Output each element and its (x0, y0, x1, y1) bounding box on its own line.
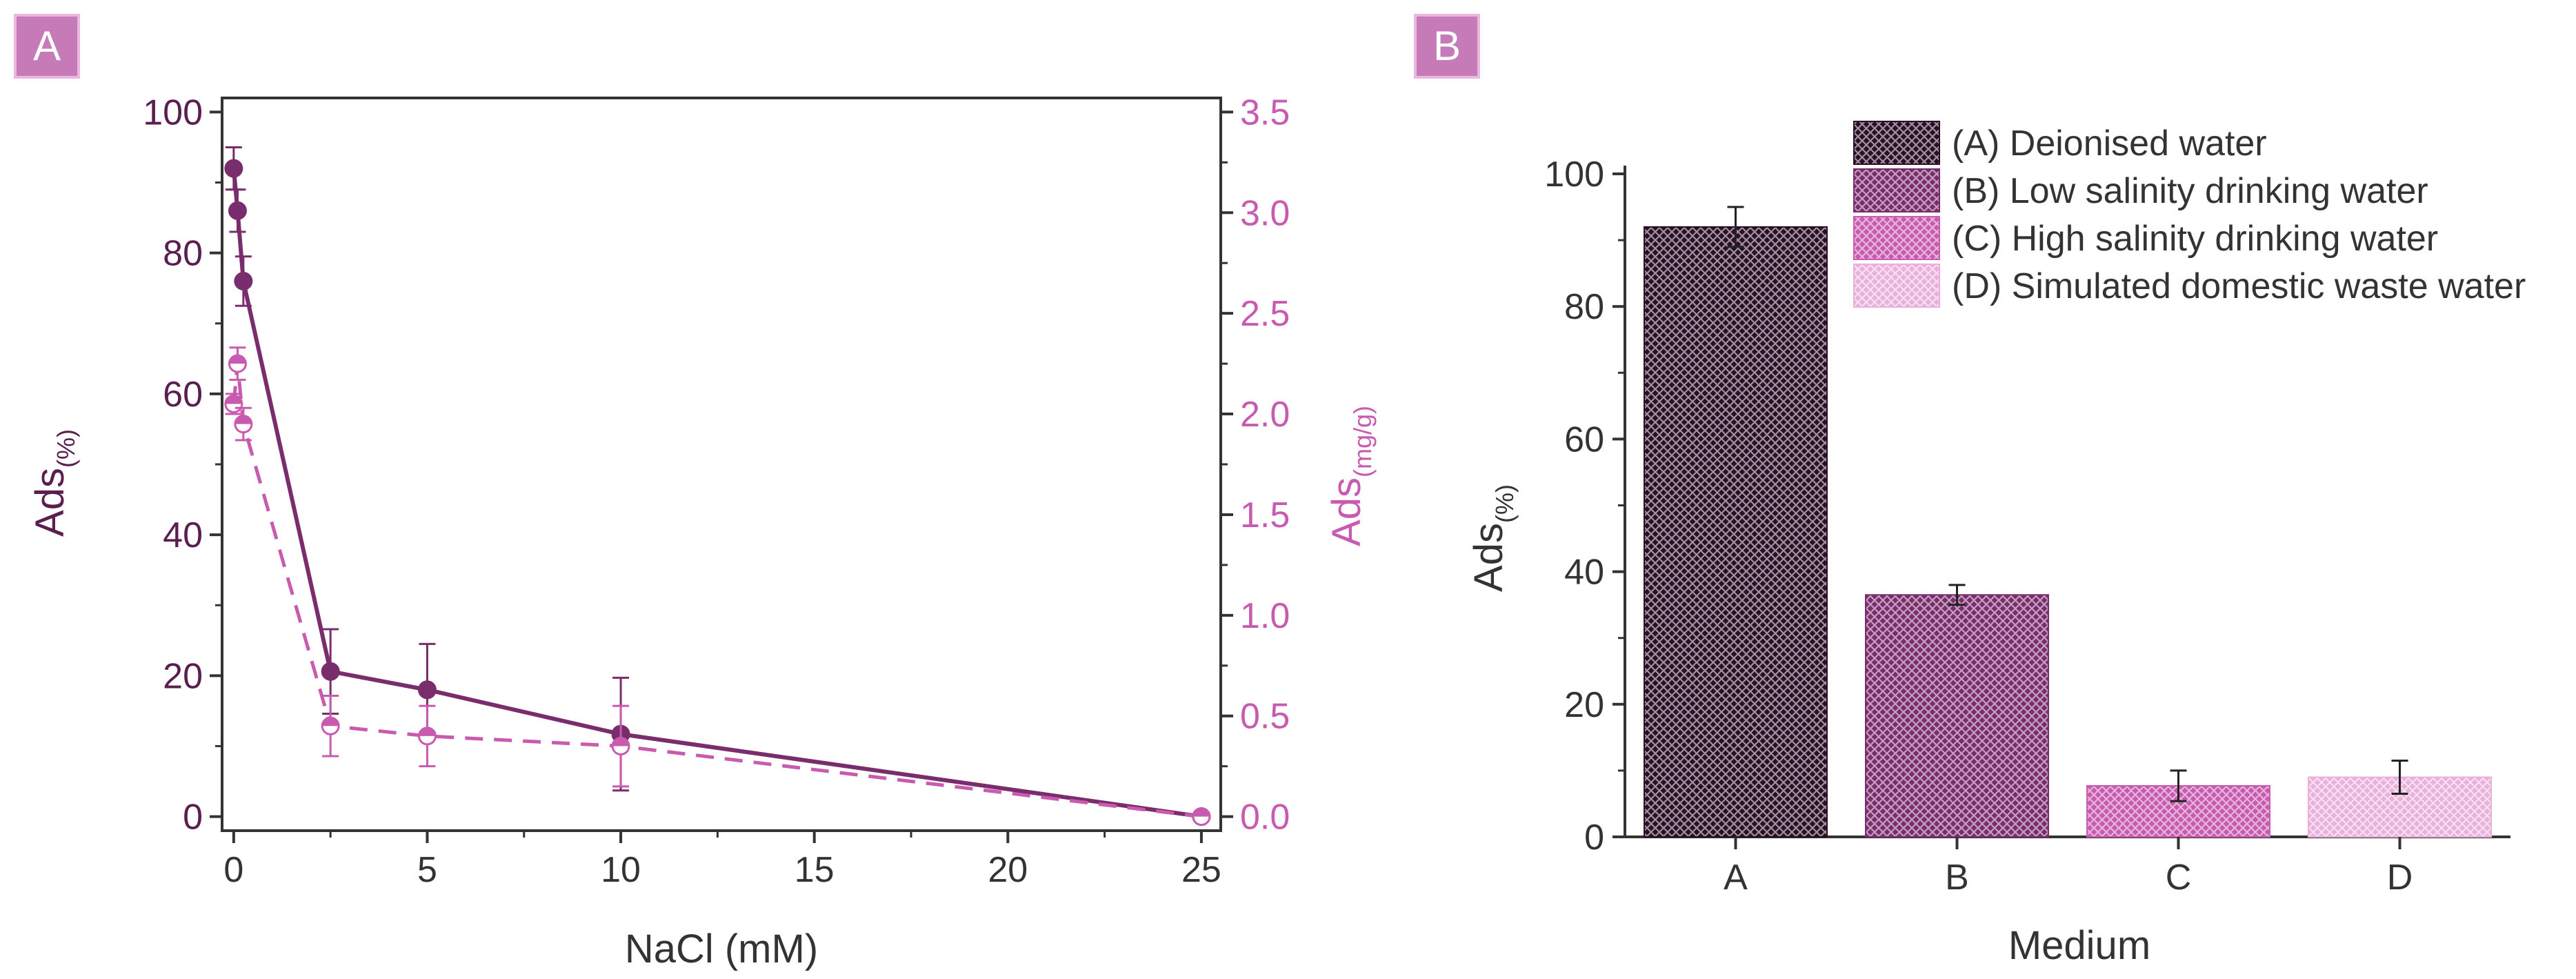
chart-a-x-tick-label: 20 (988, 850, 1028, 890)
chart-a-right-tick-label: 3.5 (1240, 92, 1290, 132)
chart-a-point-percent (224, 159, 243, 178)
chart-a-point-percent (417, 680, 437, 700)
chart-a-point-mgg (234, 415, 253, 434)
chart-a-left-tick-label: 60 (163, 375, 203, 415)
panel-b-label-box (1414, 14, 1480, 79)
chart-b-legend-swatch (1853, 121, 1940, 165)
chart-b-legend-swatch (1853, 264, 1940, 308)
chart-a-point-percent (234, 272, 253, 290)
panel-b-label: B (1433, 23, 1461, 69)
panel-a-label: A (33, 23, 61, 69)
chart-b-legend-label: (D) Simulated domestic waste water (1952, 266, 2526, 306)
chart-a-x-axis-label: NaCl (mM) (625, 927, 818, 971)
chart-a-right-tick-label: 1.0 (1240, 596, 1290, 636)
chart-a-x-tick-label: 10 (601, 850, 641, 890)
chart-a-point-mgg (224, 394, 243, 413)
chart-b-x-tick-label: D (2387, 858, 2413, 898)
chart-a-left-tick-label: 40 (163, 515, 203, 555)
chart-b-bar-A (1644, 226, 1828, 838)
chart-a-x-tick-label: 0 (223, 850, 243, 890)
chart-b-legend-label: (B) Low salinity drinking water (1952, 171, 2428, 211)
chart-a-right-tick-label: 3.0 (1240, 193, 1290, 233)
chart-a-point-mgg (321, 716, 340, 735)
chart-b-y-tick-label: 0 (1584, 818, 1604, 858)
chart-b: 0 20 40 60 80 100 A B C D (A) Deionised water (B)… (1466, 121, 2526, 968)
chart-b-x-tick-label: A (1724, 858, 1748, 898)
chart-b-y-tick-label: 60 (1564, 419, 1604, 459)
chart-a-frame (221, 97, 1222, 832)
chart-b-y-tick-label: 100 (1544, 155, 1604, 195)
chart-a-x-tick-label: 15 (795, 850, 835, 890)
chart-a-point-percent (228, 201, 247, 220)
chart-a-right-tick-label: 1.5 (1240, 495, 1290, 535)
chart-a-left-tick-label: 0 (183, 798, 203, 838)
chart-b-x-tick-label: C (2166, 858, 2192, 898)
chart-a-x-tick-label: 25 (1181, 850, 1221, 890)
chart-a-left-tick-label: 20 (163, 656, 203, 696)
chart-a-series-line-1 (231, 168, 1202, 819)
chart-a-right-tick-label: 2.0 (1240, 395, 1290, 435)
chart-a-right-tick-label: 2.5 (1240, 294, 1290, 334)
chart-a-right-tick-label: 0.5 (1240, 697, 1290, 737)
chart-b-y-tick-label: 80 (1564, 287, 1604, 327)
chart-b-y-tick-label: 20 (1564, 685, 1604, 725)
chart-a-point-percent (321, 662, 340, 681)
chart-a: 0 5 10 15 20 25 0 20 40 60 80 100 0.0 0.5 1.0 1.5 2.0 2… (28, 92, 1377, 971)
chart-b-legend-label: (C) High salinity drinking water (1952, 219, 2438, 259)
chart-a-point-mgg (417, 726, 437, 746)
chart-b-legend-label: (A) Deionised water (1952, 123, 2267, 164)
chart-a-point-mgg (228, 354, 247, 373)
chart-b-y-tick-label: 40 (1564, 553, 1604, 593)
chart-a-left-tick-label: 100 (143, 92, 203, 132)
chart-b-x-axis-label: Medium (2008, 923, 2150, 968)
chart-a-left-axis-label: Ads(%) (28, 429, 80, 537)
chart-a-right-tick-label: 0.0 (1240, 798, 1290, 838)
chart-a-point-mgg (1192, 807, 1211, 827)
chart-a-point-mgg (611, 736, 630, 755)
chart-b-y-axis-label: Ads(%) (1466, 484, 1519, 592)
chart-b-legend-swatch (1853, 168, 1940, 212)
chart-b-legend-swatch (1853, 216, 1940, 260)
panel-a-label-box (14, 14, 80, 79)
chart-b-bar-B (1865, 594, 2049, 838)
chart-a-x-tick-label: 5 (417, 850, 437, 890)
chart-a-left-tick-label: 80 (163, 234, 203, 274)
chart-a-right-axis-label: Ads(mg/g) (1324, 406, 1377, 546)
chart-b-x-tick-label: B (1945, 858, 1969, 898)
